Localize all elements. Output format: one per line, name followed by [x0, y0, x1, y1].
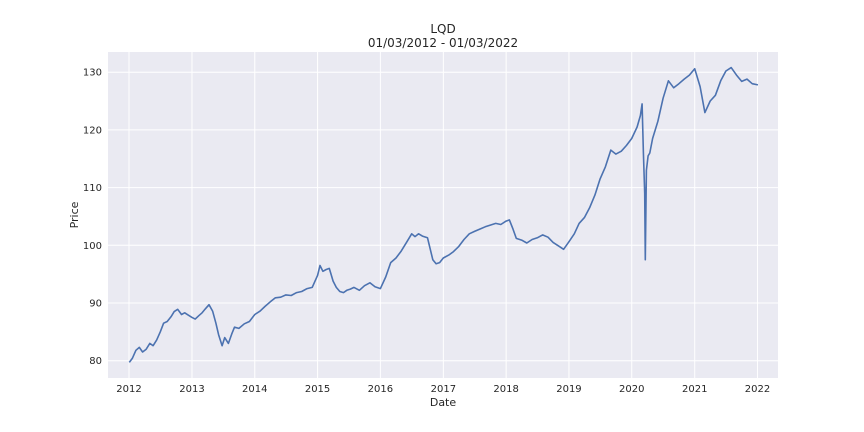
y-tick-label: 120	[83, 125, 102, 136]
y-tick-labels: 80 90 100 110 120 130	[83, 68, 102, 367]
y-tick-label: 110	[83, 183, 102, 194]
gridlines	[108, 52, 778, 378]
chart-subtitle: 01/03/2012 - 01/03/2022	[368, 36, 518, 50]
y-axis-label: Price	[68, 201, 81, 228]
x-tick-label: 2019	[556, 384, 581, 395]
x-tick-label: 2016	[368, 384, 393, 395]
chart-title: LQD	[430, 22, 455, 36]
x-tick-label: 2015	[305, 384, 330, 395]
x-tick-label: 2013	[179, 384, 204, 395]
y-tick-label: 100	[83, 241, 102, 252]
series-layer	[128, 66, 759, 363]
y-tick-label: 80	[89, 356, 102, 367]
x-tick-label: 2014	[242, 384, 267, 395]
x-tick-label: 2018	[493, 384, 518, 395]
x-tick-label: 2020	[619, 384, 644, 395]
x-tick-label: 2021	[682, 384, 707, 395]
y-tick-label: 130	[83, 68, 102, 79]
x-tick-label: 2017	[431, 384, 456, 395]
x-tick-labels: 2012 2013 2014 2015 2016 2017 2018 2019 2020 2021…	[116, 384, 770, 395]
x-axis-label: Date	[430, 396, 457, 409]
x-tick-label: 2022	[745, 384, 770, 395]
y-tick-label: 90	[89, 298, 102, 309]
price-series-line	[128, 66, 759, 363]
x-tick-label: 2012	[116, 384, 141, 395]
